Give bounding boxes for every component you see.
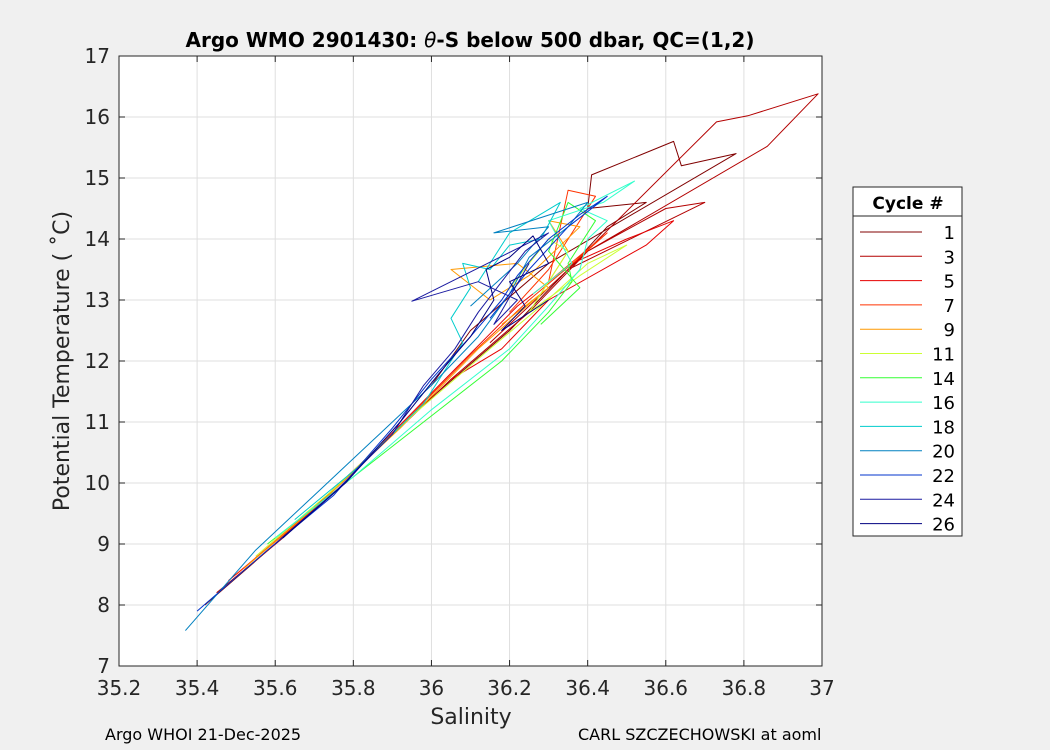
x-tick-label: 35.6 bbox=[253, 676, 298, 700]
x-tick-label: 36 bbox=[419, 676, 444, 700]
series-line-cycle-24 bbox=[274, 232, 550, 545]
series-line-cycle-22 bbox=[196, 195, 608, 612]
series-line-cycle-26 bbox=[282, 235, 550, 539]
legend-label-cycle-3: 3 bbox=[944, 247, 955, 268]
series-line-cycle-20 bbox=[185, 201, 589, 631]
series-lines bbox=[185, 93, 819, 631]
legend-box bbox=[852, 186, 963, 537]
y-tick-label: 7 bbox=[97, 654, 110, 678]
footer-left: Argo WHOI 21-Dec-2025 bbox=[105, 725, 302, 744]
x-axis-ticks: 35.2 35.4 35.6 35.8 36 36.2 36.4 36.6 36.8 37 bbox=[97, 56, 835, 700]
legend-label-cycle-1: 1 bbox=[944, 223, 955, 244]
legend-title: Cycle # bbox=[872, 194, 943, 214]
legend-label-cycle-14: 14 bbox=[932, 369, 955, 390]
y-axis-ticks: 7 8 9 10 11 12 13 14 15 16 17 bbox=[85, 44, 822, 678]
legend-label-cycle-11: 11 bbox=[932, 345, 955, 366]
legend-label-cycle-5: 5 bbox=[944, 272, 955, 293]
grid-lines bbox=[119, 56, 822, 666]
series-line-cycle-14 bbox=[267, 201, 596, 545]
legend-entries: 1 3 5 7 9 11 14 16 18 20 22 24 26 bbox=[860, 223, 955, 536]
y-axis-label: Potential Temperature ( ˚C) bbox=[50, 211, 75, 511]
footer-right: CARL SZCZECHOWSKI at aoml bbox=[578, 725, 822, 744]
series-line-cycle-16 bbox=[274, 180, 635, 539]
x-tick-label: 36.2 bbox=[487, 676, 532, 700]
legend: Cycle # 1 3 5 7 9 11 14 16 18 20 22 24 26 bbox=[852, 186, 963, 537]
y-tick-label: 8 bbox=[97, 593, 110, 617]
y-tick-label: 14 bbox=[85, 227, 110, 251]
series-line-cycle-18 bbox=[294, 201, 561, 520]
y-tick-label: 16 bbox=[85, 105, 110, 129]
legend-label-cycle-18: 18 bbox=[932, 417, 955, 438]
legend-label-cycle-20: 20 bbox=[932, 442, 955, 463]
legend-label-cycle-24: 24 bbox=[932, 490, 955, 511]
x-tick-label: 35.2 bbox=[97, 676, 142, 700]
x-axis-label: Salinity bbox=[430, 705, 511, 730]
legend-label-cycle-9: 9 bbox=[944, 320, 955, 341]
chart-title: Argo WMO 2901430: θ-S below 500 dbar, QC… bbox=[186, 28, 755, 52]
x-tick-label: 35.8 bbox=[331, 676, 376, 700]
y-tick-label: 11 bbox=[85, 410, 110, 434]
legend-label-cycle-26: 26 bbox=[932, 515, 955, 536]
x-tick-label: 37 bbox=[809, 676, 834, 700]
y-tick-label: 12 bbox=[85, 349, 110, 373]
y-tick-label: 17 bbox=[85, 44, 110, 68]
legend-label-cycle-22: 22 bbox=[932, 466, 955, 487]
y-tick-label: 15 bbox=[85, 166, 110, 190]
y-tick-label: 10 bbox=[85, 471, 110, 495]
x-tick-label: 36.4 bbox=[565, 676, 610, 700]
x-tick-label: 36.6 bbox=[644, 676, 689, 700]
x-tick-label: 35.4 bbox=[175, 676, 220, 700]
plot-area bbox=[118, 55, 823, 667]
legend-label-cycle-16: 16 bbox=[932, 393, 955, 414]
legend-label-cycle-7: 7 bbox=[944, 296, 955, 317]
x-tick-label: 36.8 bbox=[722, 676, 767, 700]
y-tick-label: 13 bbox=[85, 288, 110, 312]
y-tick-label: 9 bbox=[97, 532, 110, 556]
